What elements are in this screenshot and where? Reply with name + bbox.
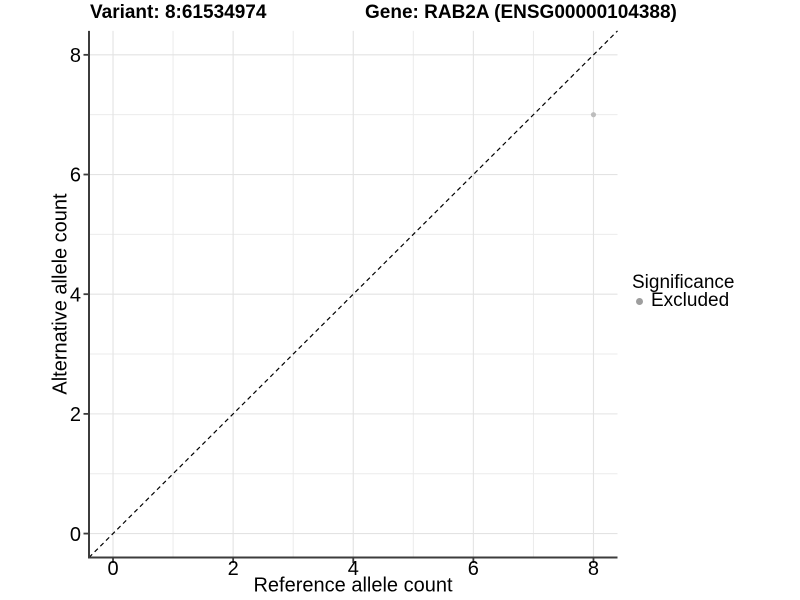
y-tick-label: 6 (70, 165, 81, 187)
x-tick-label: 4 (348, 558, 359, 580)
legend-title: Significance (632, 272, 735, 293)
x-tick-label: 2 (228, 558, 239, 580)
x-tick-label: 0 (107, 558, 118, 580)
y-tick-label: 8 (70, 45, 81, 67)
legend-point-swatch-icon (636, 297, 643, 305)
legend-item-label: Excluded (651, 290, 730, 311)
x-tick-label: 6 (468, 558, 479, 580)
variant-title: Variant: 8:61534974 (90, 2, 267, 23)
y-tick-label: 2 (70, 404, 81, 426)
y-tick-label: 4 (70, 284, 81, 306)
identity-line (88, 30, 618, 558)
legend-item: Excluded (636, 290, 729, 312)
gene-title: Gene: RAB2A (ENSG00000104388) (365, 2, 677, 23)
x-tick-label: 8 (588, 558, 599, 580)
y-tick-label: 0 (70, 524, 81, 546)
x-axis-label: Reference allele count (253, 574, 453, 597)
y-axis-label: Alternative allele count (49, 193, 72, 395)
data-point (590, 112, 597, 118)
